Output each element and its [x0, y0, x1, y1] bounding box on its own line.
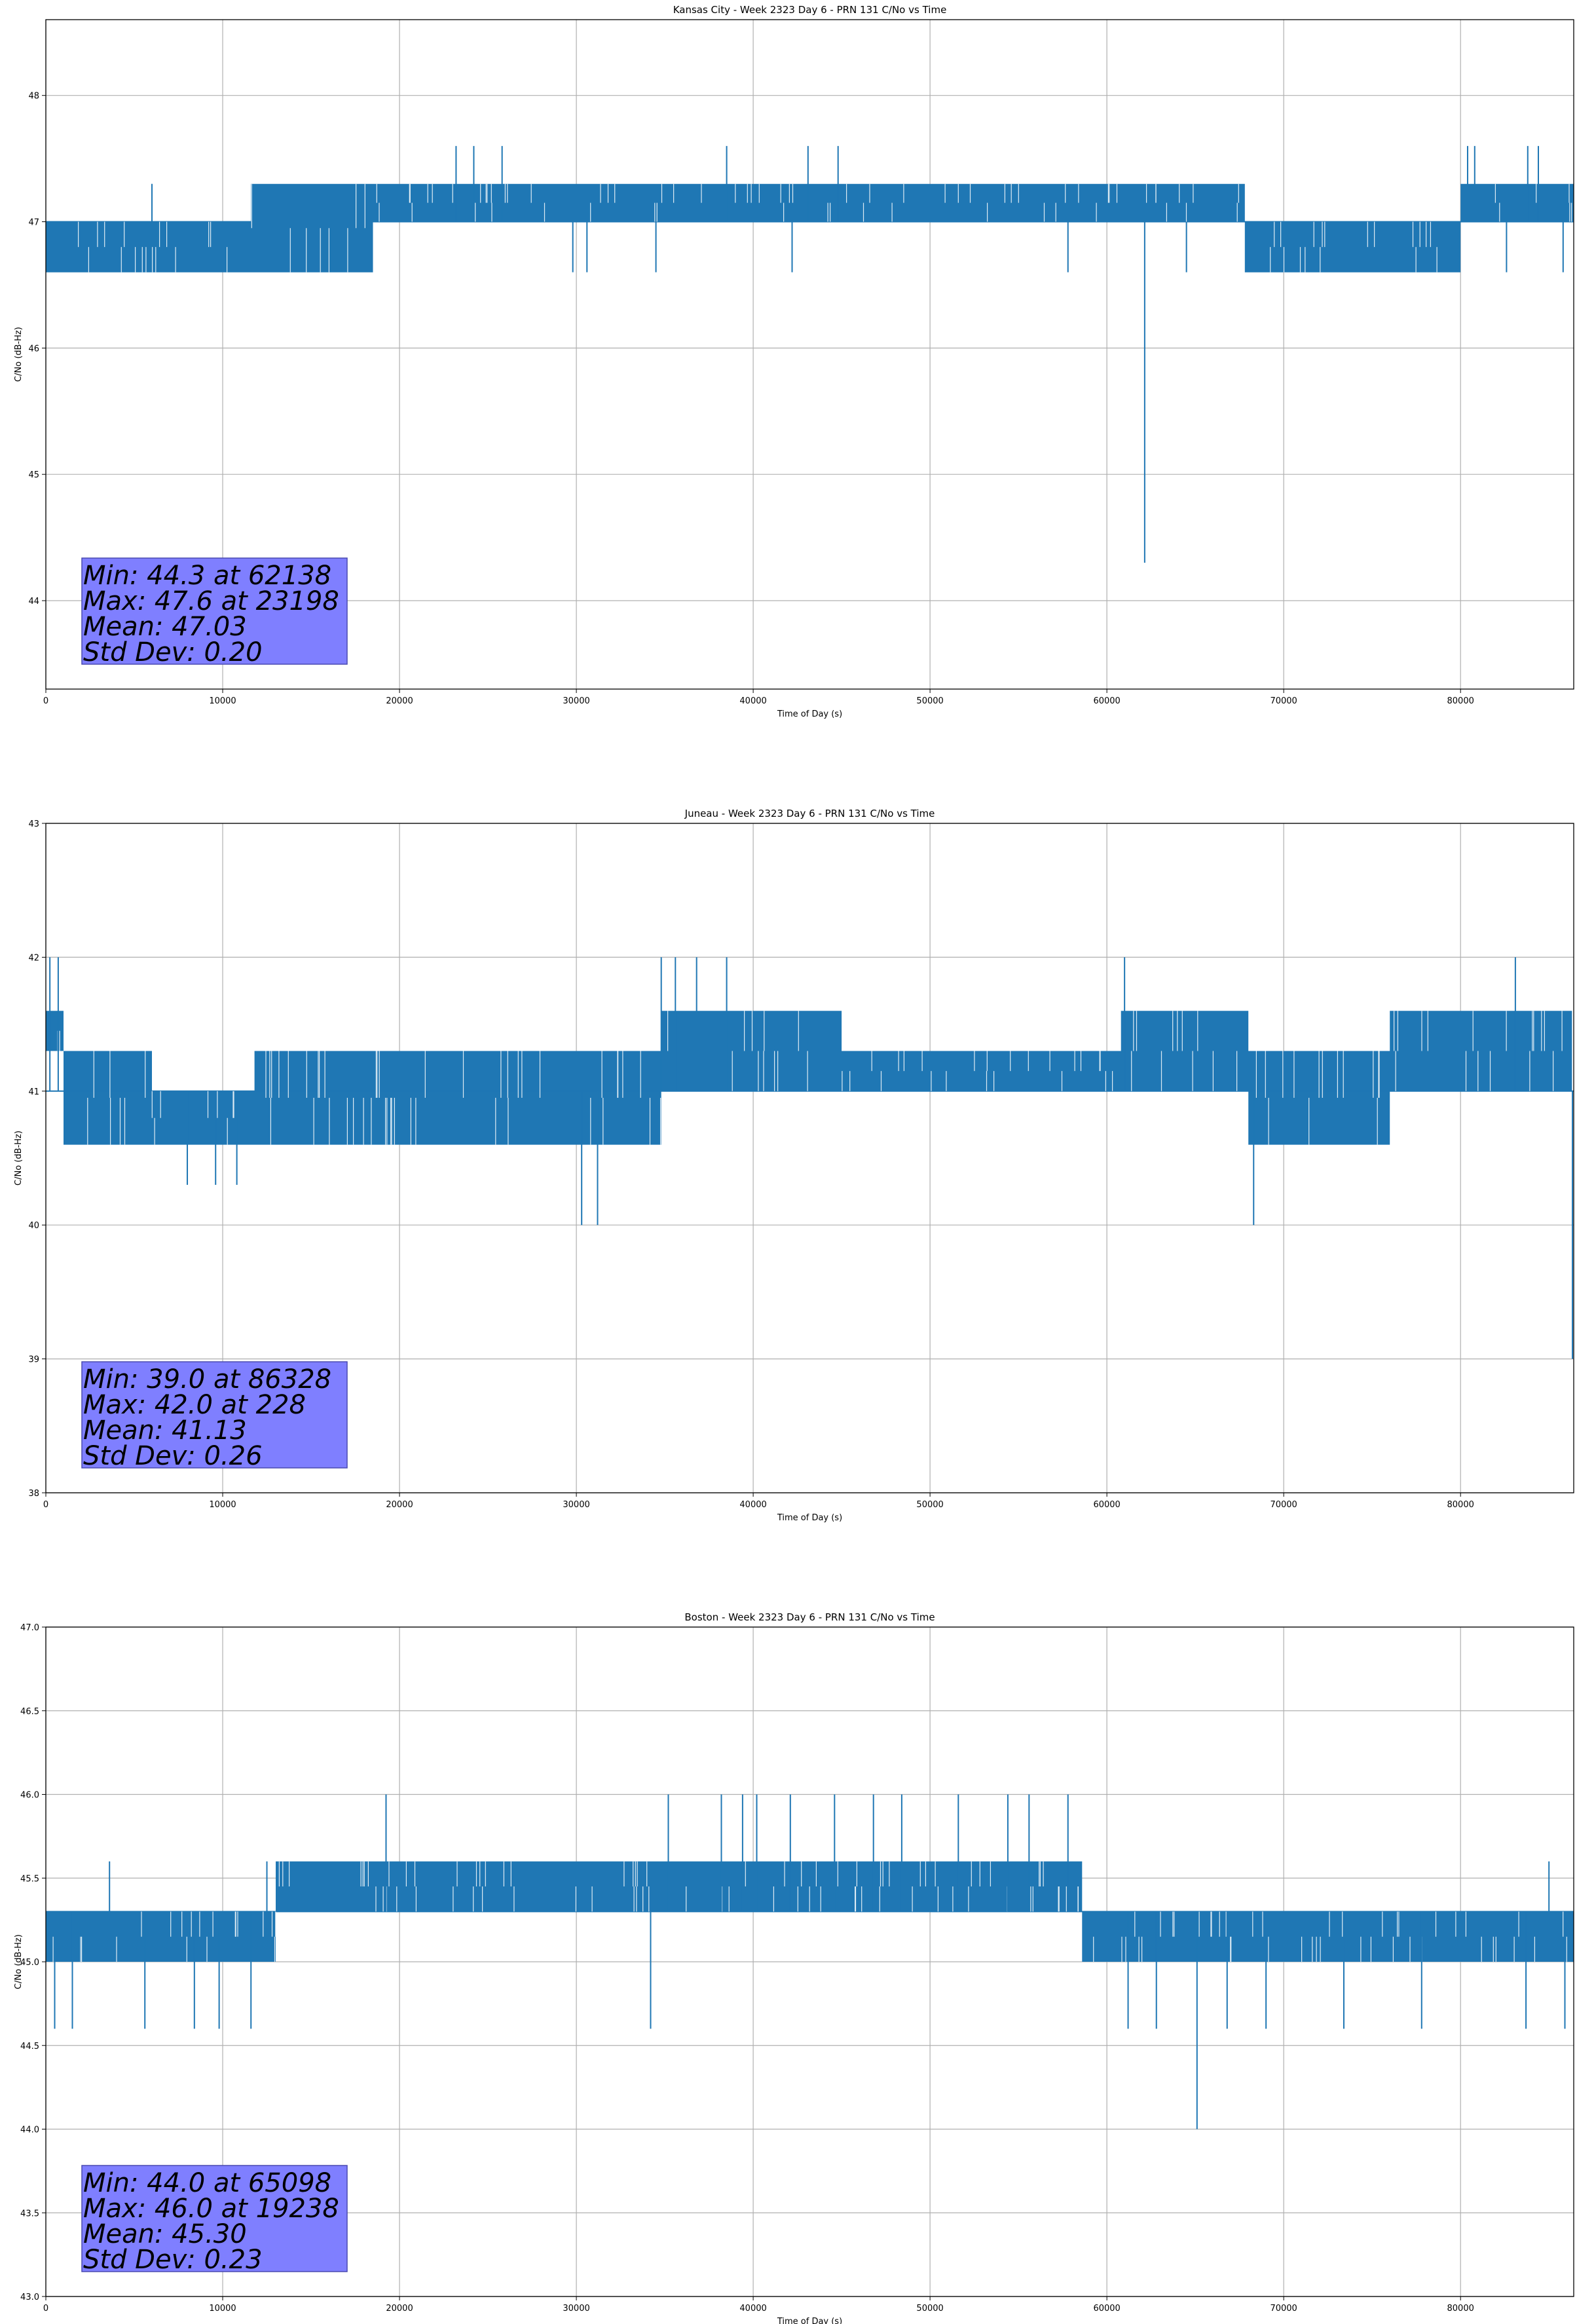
x-tick-label: 60000	[1093, 696, 1120, 706]
x-tick-label: 50000	[916, 1500, 943, 1510]
y-tick-label: 45.5	[20, 1874, 39, 1884]
y-tick-label: 44.5	[20, 2042, 39, 2052]
y-tick-label: 48	[28, 92, 39, 102]
stats-line: Mean: 41.13	[83, 1415, 247, 1446]
x-tick-label: 70000	[1270, 1500, 1297, 1510]
y-tick-label: 42	[28, 953, 39, 963]
x-tick-label: 30000	[563, 1500, 589, 1510]
axes-frame	[45, 19, 1574, 690]
stats-line: Mean: 47.03	[83, 612, 247, 642]
x-tick-label: 50000	[916, 696, 943, 706]
x-tick-label: 0	[43, 2304, 48, 2314]
chart-title: Kansas City - Week 2323 Day 6 - PRN 131 …	[673, 4, 947, 16]
x-tick-label: 70000	[1270, 696, 1297, 706]
data-band	[46, 1011, 1572, 1145]
y-tick-label: 47	[28, 218, 39, 228]
x-tick-label: 20000	[386, 2304, 413, 2314]
y-tick-label: 43	[28, 819, 39, 829]
stats-line: Max: 46.0 at 19238	[83, 2194, 339, 2224]
y-tick-label: 45.0	[20, 1958, 39, 1968]
stats-line: Std Dev: 0.20	[83, 637, 263, 667]
x-tick-label: 60000	[1093, 2304, 1120, 2314]
x-tick-label: 30000	[563, 696, 589, 706]
y-tick-label: 45	[28, 470, 39, 480]
x-tick-label: 50000	[916, 2304, 943, 2314]
y-tick-label: 40	[28, 1221, 39, 1231]
x-tick-label: 80000	[1447, 2304, 1474, 2314]
y-tick-label: 41	[28, 1087, 39, 1097]
x-tick-label: 10000	[209, 2304, 236, 2314]
x-tick-label: 0	[43, 696, 48, 706]
x-tick-label: 80000	[1447, 696, 1474, 706]
x-tick-label: 40000	[739, 2304, 766, 2314]
y-tick-label: 46.0	[20, 1791, 39, 1801]
data-band	[46, 183, 1574, 272]
chart-title: Boston - Week 2323 Day 6 - PRN 131 C/No …	[684, 1611, 935, 1623]
x-tick-label: 30000	[563, 2304, 589, 2314]
x-tick-label: 0	[43, 1500, 48, 1510]
y-tick-label: 46	[28, 344, 39, 354]
stats-line: Min: 39.0 at 86328	[83, 1364, 331, 1395]
x-axis-label: Time of Day (s)	[777, 709, 842, 719]
y-tick-label: 47.0	[20, 1623, 39, 1633]
y-tick-label: 46.5	[20, 1707, 39, 1717]
stats-box	[81, 1361, 348, 1469]
x-tick-label: 40000	[739, 696, 766, 706]
axes-frame	[45, 823, 1574, 1493]
x-tick-label: 80000	[1447, 1500, 1474, 1510]
x-tick-label: 10000	[209, 696, 236, 706]
y-tick-label: 39	[28, 1355, 39, 1365]
chart-title: Juneau - Week 2323 Day 6 - PRN 131 C/No …	[684, 808, 935, 819]
x-tick-label: 70000	[1270, 2304, 1297, 2314]
chart-panel-2: 0 10000 20000 30000 40000 50000 60000 70000 8000…	[14, 808, 1574, 1523]
y-axis-label: C/No (dB-Hz)	[14, 1934, 24, 1989]
chart-panel-3: 0 10000 20000 30000 40000 50000 60000 70000 8000…	[14, 1611, 1574, 2324]
y-tick-label: 43.5	[20, 2209, 39, 2219]
stats-line: Std Dev: 0.23	[83, 2245, 263, 2275]
stats-line: Min: 44.0 at 65098	[83, 2168, 331, 2198]
x-tick-label: 40000	[739, 1500, 766, 1510]
x-axis-label: Time of Day (s)	[777, 2317, 842, 2324]
stats-line: Max: 47.6 at 23198	[83, 586, 339, 616]
stats-line: Min: 44.3 at 62138	[83, 561, 331, 591]
chart-panel-1: 0 10000 20000 30000 40000 50000 60000 70000 8000…	[14, 4, 1574, 719]
x-tick-label: 20000	[386, 696, 413, 706]
y-tick-label: 44.0	[20, 2126, 39, 2135]
y-tick-label: 43.0	[20, 2293, 39, 2302]
x-tick-label: 10000	[209, 1500, 236, 1510]
stats-line: Std Dev: 0.26	[83, 1441, 263, 1471]
stats-box	[81, 557, 348, 665]
y-tick-label: 38	[28, 1489, 39, 1499]
x-axis-label: Time of Day (s)	[777, 1513, 842, 1523]
stats-line: Max: 42.0 at 228	[83, 1390, 306, 1420]
x-tick-label: 60000	[1093, 1500, 1120, 1510]
y-tick-label: 44	[28, 597, 39, 607]
stats-line: Mean: 45.30	[83, 2219, 247, 2249]
y-axis-label: C/No (dB-Hz)	[14, 327, 24, 382]
x-tick-label: 20000	[386, 1500, 413, 1510]
band-texture	[78, 183, 1572, 272]
y-axis-label: C/No (dB-Hz)	[14, 1131, 24, 1186]
stats-box	[81, 2165, 348, 2272]
